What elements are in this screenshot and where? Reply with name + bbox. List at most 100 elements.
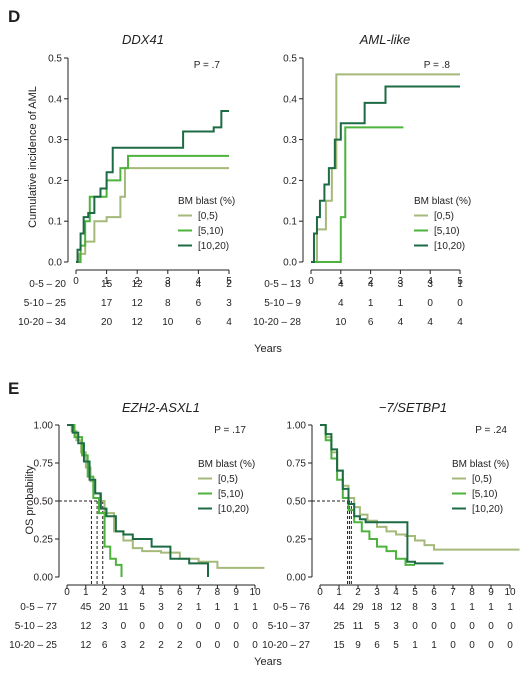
x-tick-label: 3 [121, 587, 127, 598]
y-tick-label: 0.75 [34, 459, 54, 470]
at-risk-label: 0-5 – 13 [264, 279, 301, 290]
series-line [76, 110, 229, 263]
legend-label: [10,20) [198, 241, 229, 252]
at-risk-value: 12 [132, 317, 144, 328]
x-tick-label: 0 [308, 276, 314, 287]
y-tick-label: 0.50 [287, 497, 307, 508]
at-risk-value: 4 [196, 279, 202, 290]
legend-title: BM blast (%) [178, 196, 235, 207]
x-tick-label: 5 [226, 276, 232, 287]
chart-3: 0.000.250.500.751.000 1 2 3 4 5 6 7 8 9 10EZH2-ASX… [9, 400, 265, 651]
series-line [320, 424, 415, 566]
at-risk-value: 4 [338, 298, 344, 309]
series-line [311, 73, 460, 263]
y-tick-label: 0.4 [283, 94, 297, 105]
x-tick-label: 5 [412, 587, 418, 598]
at-risk-label: 5-10 – 9 [264, 298, 301, 309]
chart-title: −7/SETBP1 [379, 400, 447, 415]
at-risk-value: 2 [139, 640, 145, 651]
at-risk-value: 5 [393, 640, 399, 651]
x-tick-label: 4 [139, 587, 145, 598]
at-risk-value: 0 [233, 621, 239, 632]
x-tick-label: 0 [73, 276, 79, 287]
series-line [67, 424, 123, 577]
panel-d-letter: D [8, 7, 20, 26]
y-tick-label: 0.25 [34, 535, 54, 546]
legend-label: [5,10) [472, 489, 498, 500]
x-tick-label: 6 [177, 587, 183, 598]
at-risk-value: 17 [101, 298, 113, 309]
at-risk-value: 12 [80, 640, 92, 651]
at-risk-value: 11 [118, 602, 129, 613]
at-risk-value: 6 [368, 317, 374, 328]
at-risk-value: 1 [398, 298, 404, 309]
y-tick-label: 0.0 [48, 258, 62, 269]
at-risk-value: 15 [333, 640, 345, 651]
at-risk-value: 2 [177, 640, 183, 651]
at-risk-value: 6 [196, 298, 202, 309]
y-tick-label: 0.5 [48, 54, 62, 65]
at-risk-value: 1 [488, 602, 494, 613]
at-risk-label: 10-20 – 27 [262, 640, 310, 651]
at-risk-value: 10 [162, 317, 174, 328]
x-tick-label: 3 [165, 276, 171, 287]
at-risk-value: 0 [488, 621, 494, 632]
at-risk-label: 0-5 – 76 [273, 602, 310, 613]
x-tick-label: 6 [431, 587, 437, 598]
p-value: P = .8 [424, 60, 451, 71]
y-tick-label: 0.1 [283, 217, 297, 228]
panel-e-ylabel: OS probability [24, 465, 36, 535]
x-tick-label: 10 [504, 587, 516, 598]
y-tick-label: 0.00 [34, 573, 54, 584]
at-risk-value: 1 [457, 279, 463, 290]
legend-label: [10,20) [434, 241, 465, 252]
at-risk-label: 10-20 – 28 [253, 317, 301, 328]
p-value: P = .7 [194, 60, 221, 71]
y-tick-label: 0.5 [283, 54, 297, 65]
at-risk-label: 5-10 – 23 [15, 621, 58, 632]
x-tick-label: 8 [215, 587, 221, 598]
at-risk-value: 45 [80, 602, 92, 613]
y-tick-label: 1.00 [34, 421, 54, 432]
at-risk-value: 4 [226, 317, 232, 328]
at-risk-value: 18 [371, 602, 383, 613]
at-risk-value: 2 [226, 279, 232, 290]
at-risk-value: 3 [393, 621, 399, 632]
at-risk-value: 1 [412, 640, 418, 651]
x-tick-label: 4 [427, 276, 433, 287]
at-risk-value: 10 [335, 317, 347, 328]
x-tick-label: 8 [469, 587, 475, 598]
at-risk-value: 4 [368, 279, 374, 290]
at-risk-value: 12 [80, 621, 92, 632]
x-tick-label: 1 [83, 587, 89, 598]
at-risk-value: 3 [226, 298, 232, 309]
at-risk-value: 0 [158, 621, 164, 632]
y-tick-label: 0.0 [283, 258, 297, 269]
at-risk-value: 20 [99, 602, 111, 613]
at-risk-value: 1 [196, 602, 202, 613]
chart-title: AML-like [359, 32, 411, 47]
at-risk-value: 9 [355, 640, 361, 651]
y-tick-label: 0.3 [283, 135, 297, 146]
at-risk-value: 4 [457, 317, 463, 328]
at-risk-value: 0 [252, 621, 258, 632]
series-line [320, 424, 444, 565]
at-risk-value: 4 [398, 317, 404, 328]
at-risk-value: 0 [427, 298, 433, 309]
y-tick-label: 0.00 [287, 573, 307, 584]
x-tick-label: 5 [158, 587, 164, 598]
x-tick-label: 0 [317, 587, 323, 598]
chart-4: 0.000.250.500.751.000 1 2 3 4 5 6 7 8 9 10−7/SETBP… [262, 400, 520, 651]
at-risk-label: 10-20 – 25 [9, 640, 57, 651]
x-tick-label: 2 [368, 276, 374, 287]
x-tick-label: 7 [196, 587, 202, 598]
x-tick-label: 9 [488, 587, 494, 598]
chart-title: DDX41 [122, 32, 164, 47]
at-risk-value: 12 [390, 602, 402, 613]
at-risk-value: 1 [431, 640, 437, 651]
at-risk-value: 0 [252, 640, 258, 651]
x-tick-label: 2 [102, 587, 108, 598]
at-risk-value: 5 [374, 621, 380, 632]
